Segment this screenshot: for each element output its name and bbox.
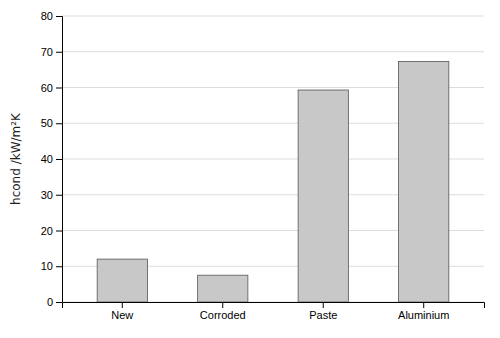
- tick-label: Corroded: [200, 309, 246, 321]
- y-tick: 70: [41, 46, 62, 58]
- bar: [198, 275, 248, 302]
- tick-label: 60: [41, 82, 53, 94]
- y-axis: 0 10 20 30 40 50 60 70 80: [41, 10, 63, 308]
- tick-mark: [222, 302, 223, 308]
- tick-mark: [56, 266, 62, 267]
- x-tick: Corroded: [200, 302, 246, 321]
- tick-mark: [56, 159, 62, 160]
- tick-label: New: [111, 309, 133, 321]
- chart-container: 0 10 20 30 40 50 60 70 80 New Corroded Paste Alumini…: [0, 0, 500, 338]
- tick-mark: [56, 195, 62, 196]
- bar: [298, 90, 348, 302]
- tick-mark: [122, 302, 123, 308]
- tick-label: 30: [41, 189, 53, 201]
- y-tick: 50: [41, 117, 62, 129]
- y-tick: 0: [47, 296, 62, 308]
- x-tick: Paste: [309, 302, 337, 321]
- tick-label: 0: [47, 296, 53, 308]
- y-tick: 80: [41, 10, 62, 22]
- axis-line: [63, 303, 485, 309]
- x-tick: Aluminium: [398, 302, 449, 321]
- y-tick: 30: [41, 189, 62, 201]
- tick-mark: [56, 16, 62, 17]
- tick-mark: [323, 302, 324, 308]
- y-tick: 40: [41, 153, 62, 165]
- bar: [97, 259, 147, 302]
- x-axis: New Corroded Paste Aluminium: [63, 302, 485, 321]
- bar: [399, 61, 449, 302]
- grid-line: [62, 16, 484, 17]
- y-tick: 60: [41, 82, 62, 94]
- tick-label: Aluminium: [398, 309, 449, 321]
- tick-label: Paste: [309, 309, 337, 321]
- tick-label: 20: [41, 225, 53, 237]
- tick-label: 40: [41, 153, 53, 165]
- y-tick: 10: [41, 260, 62, 272]
- grid-line: [62, 51, 484, 52]
- tick-mark: [56, 123, 62, 124]
- tick-label: 10: [41, 260, 53, 272]
- y-axis-label: hcond /kW/m²K: [9, 112, 23, 205]
- tick-mark: [56, 88, 62, 89]
- axis-line: [56, 17, 63, 303]
- y-tick: 20: [41, 225, 62, 237]
- tick-label: 50: [41, 117, 53, 129]
- tick-label: 80: [41, 10, 53, 22]
- plot-area: 0 10 20 30 40 50 60 70 80 New Corroded Paste Alumini…: [41, 10, 485, 321]
- grid: [62, 16, 484, 302]
- bars: [97, 61, 449, 302]
- tick-mark: [423, 302, 424, 308]
- chart-svg: 0 10 20 30 40 50 60 70 80 New Corroded Paste Alumini…: [0, 0, 500, 338]
- tick-mark: [56, 52, 62, 53]
- x-tick: New: [111, 302, 133, 321]
- tick-label: 70: [41, 46, 53, 58]
- tick-mark: [56, 231, 62, 232]
- tick-mark: [56, 302, 62, 303]
